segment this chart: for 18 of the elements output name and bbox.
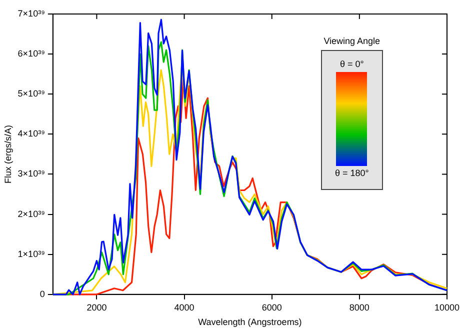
y-tick-label: 1×10³⁹ [18,248,46,259]
x-tick-label: 8000 [349,302,370,312]
annotation: θ = 0° [338,59,365,69]
x-tick-label: 2000 [86,302,107,312]
y-tick-label: 6×10³⁹ [18,48,46,59]
y-tick-label: 0 [40,288,45,299]
y-tick-label: 5×10³⁹ [18,88,46,99]
y-tick-label: 7×10³⁹ [18,8,46,18]
y-tick-label: 3×10³⁹ [18,168,46,179]
y-tick-label: 4×10³⁹ [18,128,46,139]
color-bar-title: Viewing Angle [322,36,382,46]
x-tick-label: 4000 [174,302,194,312]
y-tick-label: 2×10³⁹ [18,208,46,219]
y-axis-title: Flux (ergs/s/A) [2,124,13,184]
annotation: θ = 180° [334,168,370,178]
x-axis-title: Wavelength (Angstroems) [198,317,302,328]
x-tick-label: 10000 [434,302,460,312]
x-tick-label: 6000 [262,302,282,312]
